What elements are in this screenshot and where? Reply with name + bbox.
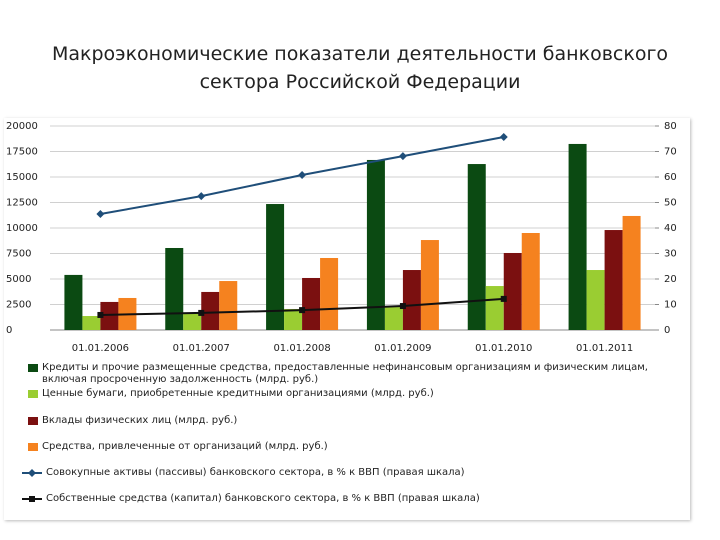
y-tick-label: 5000 [6, 274, 31, 285]
y-tick-label: 17500 [6, 147, 38, 158]
x-tick-label: 01.01.2009 [374, 343, 431, 354]
legend-swatch [28, 364, 38, 372]
x-tick-label: 01.01.2007 [173, 343, 230, 354]
x-tick-label: 01.01.2011 [576, 343, 633, 354]
marker [96, 209, 105, 218]
chart-title: Макроэкономические показатели деятельнос… [51, 43, 669, 93]
legend-label: Кредиты и прочие размещенные средства, п… [42, 362, 648, 385]
bar [604, 230, 623, 330]
x-tick-label: 01.01.2008 [273, 343, 330, 354]
bar [485, 286, 504, 330]
marker [398, 152, 407, 161]
marker [198, 309, 205, 316]
bar [219, 281, 238, 330]
bar [82, 316, 101, 330]
y-tick-label: 0 [6, 325, 12, 336]
y-tick-label: 12500 [6, 198, 38, 209]
y-tick-label: 10000 [6, 223, 38, 234]
legend-label: Ценные бумаги, приобретенные кредитными … [42, 388, 434, 399]
y-tick-label: 2500 [6, 300, 31, 311]
bar [64, 274, 83, 330]
marker [197, 192, 206, 201]
legend-label: Средства, привлеченные от организаций (м… [42, 441, 328, 452]
y2-tick-label: 10 [664, 300, 677, 311]
legend-label: Собственные средства (капитал) банковско… [46, 493, 480, 504]
marker [298, 170, 307, 179]
bar [384, 307, 403, 330]
legend-label: Совокупные активы (пассивы) банковского … [46, 467, 465, 478]
bar [622, 215, 641, 330]
legend-marker [28, 469, 36, 477]
x-tick-label: 01.01.2010 [475, 343, 532, 354]
marker [299, 307, 306, 314]
marker [499, 132, 508, 141]
legend-swatch [28, 390, 38, 398]
bar [586, 270, 605, 330]
y2-tick-label: 40 [664, 223, 677, 234]
bar [420, 240, 439, 330]
y-tick-label: 15000 [6, 172, 38, 183]
y2-tick-label: 30 [664, 249, 677, 260]
y-tick-label: 7500 [6, 249, 31, 260]
bar [467, 164, 486, 330]
bar [366, 159, 385, 330]
legend-swatch [28, 417, 38, 425]
legend-label: Вклады физических лиц (млрд. руб.) [42, 415, 238, 426]
bar [302, 277, 321, 330]
legend-marker [29, 496, 35, 502]
marker [97, 311, 104, 318]
y2-tick-label: 70 [664, 147, 677, 158]
marker [399, 303, 406, 310]
bar [100, 301, 119, 330]
y2-tick-label: 20 [664, 274, 677, 285]
y2-tick-label: 50 [664, 198, 677, 209]
y2-tick-label: 80 [664, 121, 677, 132]
y2-tick-label: 60 [664, 172, 677, 183]
bar [521, 232, 540, 330]
marker [500, 295, 507, 302]
bar [320, 257, 339, 330]
bar [201, 291, 220, 330]
bar [165, 247, 184, 330]
bar [183, 312, 202, 330]
legend-swatch [28, 443, 38, 451]
y2-tick-label: 0 [664, 325, 670, 336]
bar [402, 270, 421, 330]
y-tick-label: 20000 [6, 121, 38, 132]
bar [503, 252, 522, 330]
bar [568, 143, 587, 330]
x-tick-label: 01.01.2006 [72, 343, 129, 354]
bar [266, 204, 285, 330]
bar [284, 308, 303, 330]
